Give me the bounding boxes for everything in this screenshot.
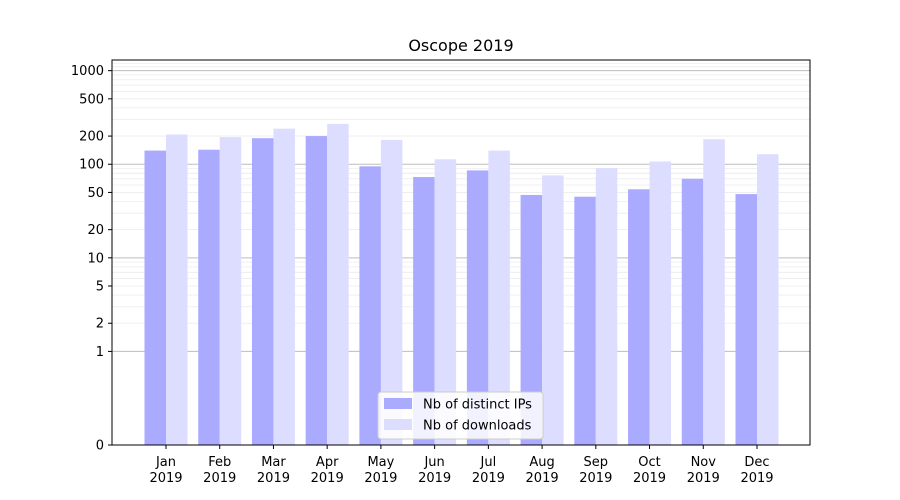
x-tick-label-month: Dec [744,455,769,470]
plot-frame [111,59,811,446]
y-tick-label: 1 [96,345,104,360]
y-tick-label: 100 [79,158,104,173]
legend-label: Nb of distinct IPs [423,398,532,413]
bar-distinct-ips [681,178,704,446]
y-tick-label: 1000 [71,64,104,79]
bar-distinct-ips [144,150,166,445]
y-tick-label: 5 [96,280,104,295]
x-tick-label-year: 2019 [203,471,236,486]
x-tick-label-year: 2019 [472,471,505,486]
bar-distinct-ips [198,149,220,445]
x-tick-label-year: 2019 [633,471,666,486]
chart-title: Oscope 2019 [408,36,513,55]
x-tick-label-year: 2019 [311,471,344,486]
bar-downloads [757,154,779,446]
legend-label: Nb of downloads [423,419,532,434]
bar-distinct-ips [628,189,650,445]
bar-distinct-ips [251,138,274,446]
y-tick-label: 200 [79,130,104,145]
bar-downloads [327,123,349,445]
y-tick-label: 50 [87,186,104,201]
x-tick-label-year: 2019 [687,471,720,486]
legend-swatch [384,419,412,430]
bars [144,123,779,446]
bar-distinct-ips [413,177,435,446]
legend: Nb of distinct IPs Nb of downloads [377,391,544,440]
y-tick-label: 20 [87,223,104,238]
bar-downloads [166,134,188,445]
x-tick-label-month: Aug [529,455,554,470]
bar-downloads [703,139,725,445]
x-tick-label-month: Apr [316,455,339,470]
x-tick-label-year: 2019 [257,471,290,486]
legend-box [377,391,544,440]
bar-downloads [649,161,672,445]
bar-downloads [273,128,295,445]
bar-distinct-ips [520,194,543,445]
bar-distinct-ips [466,170,489,445]
y-tick-label: 500 [79,92,104,107]
y-tick-label: 0 [96,439,104,454]
bar-downloads [219,137,242,445]
x-tick-label-month: Feb [208,455,231,470]
x-tick-label-month: Nov [691,455,717,470]
bar-downloads [434,159,457,446]
x-tick-label-month: Jan [155,455,176,470]
bar-distinct-ips [735,194,757,445]
bar-downloads [595,168,618,445]
bar-downloads [380,139,403,445]
x-tick-label-year: 2019 [418,471,451,486]
y-tick-label: 10 [87,251,104,266]
bar-distinct-ips [305,136,328,446]
bar-downloads [542,175,564,445]
x-axis: Jan2019Feb2019Mar2019Apr2019May2019Jun20… [149,445,774,486]
x-tick-label-year: 2019 [579,471,612,486]
bar-distinct-ips [359,166,381,445]
x-tick-label-month: Jul [480,455,497,470]
bar-distinct-ips [574,196,596,445]
x-tick-label-month: Mar [261,455,286,470]
x-tick-label-month: Jun [423,455,444,470]
x-tick-label-month: May [367,455,394,470]
x-tick-label-month: Oct [638,455,660,470]
x-tick-label-month: Sep [584,455,609,470]
x-tick-label-year: 2019 [364,471,397,486]
x-tick-label-year: 2019 [526,471,559,486]
bar-downloads [488,150,510,445]
y-axis: 0 1 2 5 10 20 50 100 200 500 1000 [71,64,112,454]
legend-swatch [384,398,412,409]
x-tick-label-year: 2019 [740,471,773,486]
x-tick-label-year: 2019 [149,471,182,486]
y-tick-label: 2 [96,317,104,332]
